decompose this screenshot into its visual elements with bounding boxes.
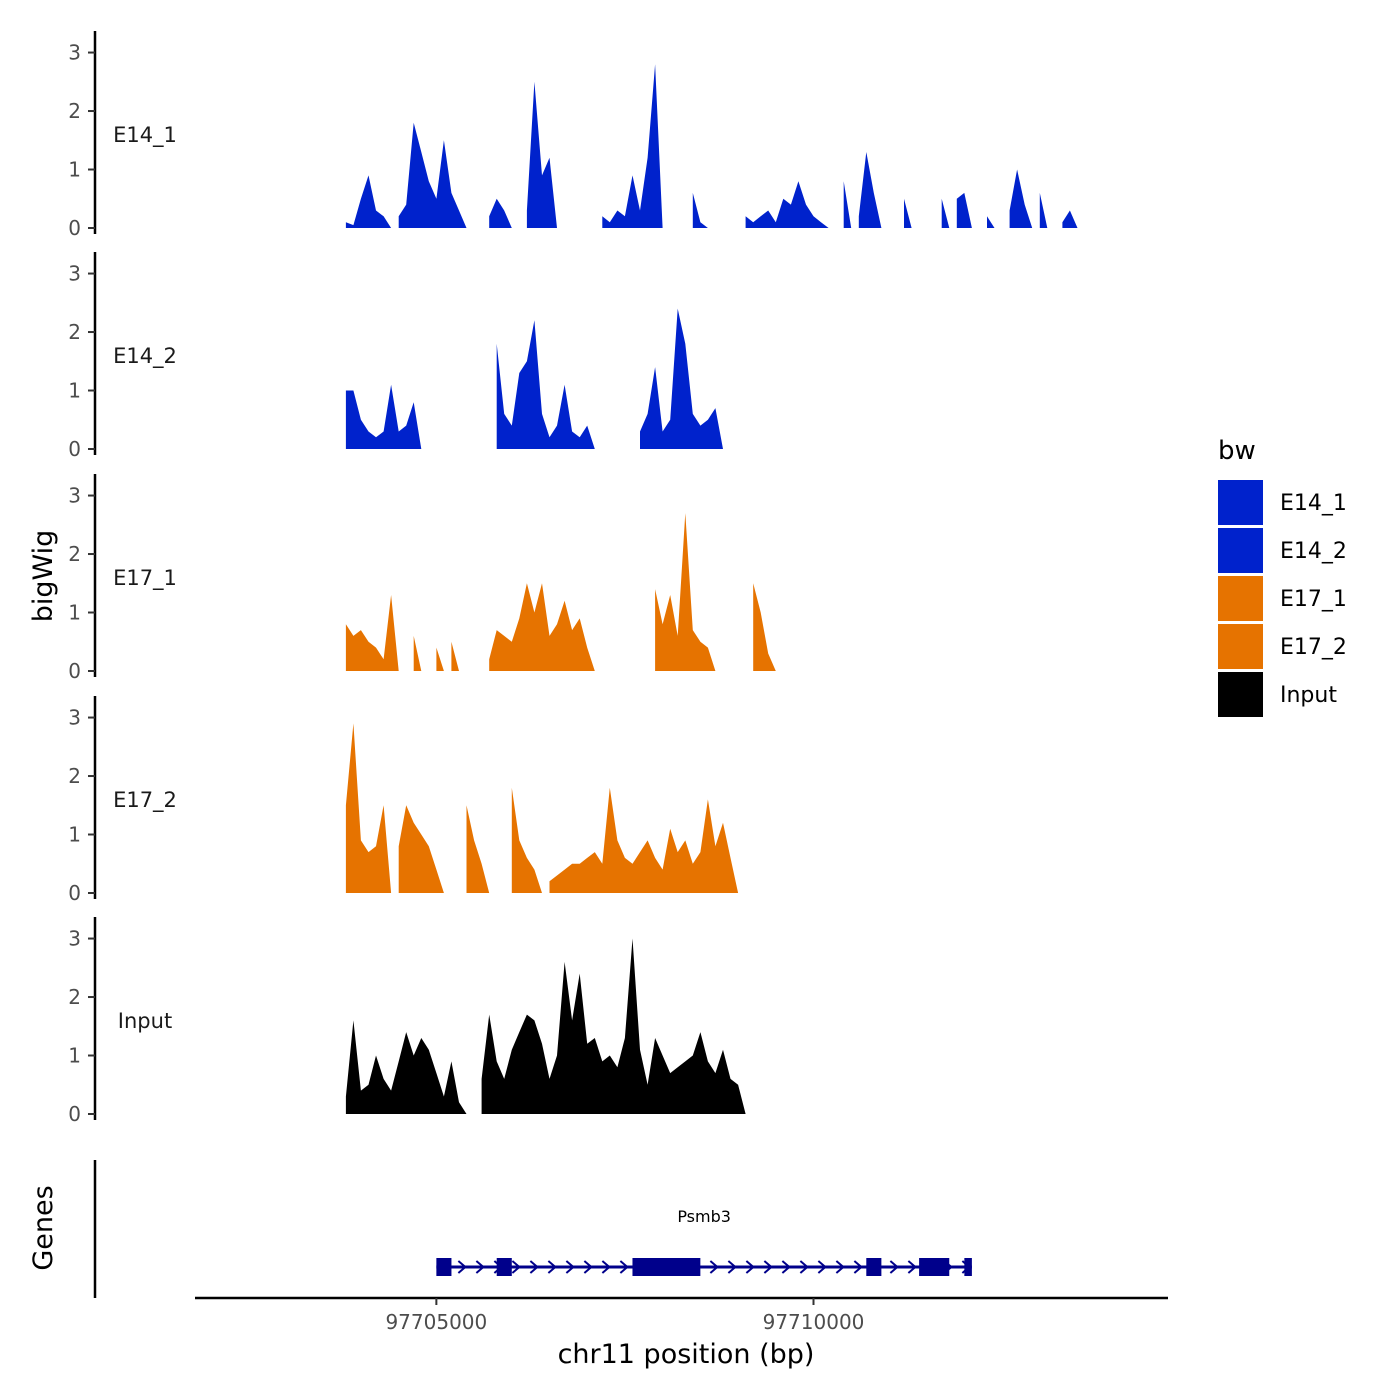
legend-swatch <box>1218 672 1263 717</box>
signal-area-e14-1 <box>345 64 1078 228</box>
strand-arrow <box>709 1260 719 1274</box>
x-tick-label: 97710000 <box>763 1310 865 1334</box>
y-tick-label: 2 <box>68 542 81 566</box>
track-e17-1: 0 1 2 3 E17_1 <box>68 474 776 683</box>
strand-arrow <box>583 1260 593 1274</box>
y-tick-label: 2 <box>68 764 81 788</box>
y-tick-label: 1 <box>68 379 81 403</box>
y-tick-label: 1 <box>68 823 81 847</box>
strand-arrow <box>565 1260 575 1274</box>
signal-area-e17-2 <box>345 723 739 893</box>
strand-arrow <box>835 1260 845 1274</box>
y-tick-label: 3 <box>68 262 81 286</box>
strand-arrow <box>745 1260 755 1274</box>
track-label: E17_2 <box>113 788 177 813</box>
x-tick-label: 97705000 <box>385 1310 487 1334</box>
y-tick-label: 2 <box>68 320 81 344</box>
strand-arrow <box>781 1260 791 1274</box>
strand-arrow <box>817 1260 827 1274</box>
y-tick-label: 2 <box>68 985 81 1009</box>
y-tick-label: 2 <box>68 99 81 123</box>
gene-panel: Psmb3 <box>93 1160 972 1298</box>
signal-area-e14-2 <box>345 308 723 449</box>
genes-axis-title: Genes <box>28 1185 59 1270</box>
track-e14-2: 0 1 2 3 E14_2 <box>68 252 723 461</box>
signal-area-input <box>345 938 746 1114</box>
legend-swatch <box>1218 576 1263 621</box>
legend-label: E14_1 <box>1280 491 1347 516</box>
gene-exon <box>964 1258 972 1276</box>
y-tick-label: 1 <box>68 1044 81 1068</box>
track-label: Input <box>118 1009 172 1033</box>
y-tick-label: 0 <box>68 437 81 461</box>
y-axis-title: bigWig <box>28 530 59 623</box>
strand-arrow <box>907 1260 917 1274</box>
strand-arrow <box>601 1260 611 1274</box>
strand-arrow <box>619 1260 629 1274</box>
track-e14-1: 0 1 2 3 E14_1 <box>68 31 1078 240</box>
track-input: 0 1 2 3 Input <box>68 917 746 1126</box>
y-tick-label: 0 <box>68 659 81 683</box>
track-label: E14_2 <box>113 344 177 369</box>
y-tick-label: 3 <box>68 706 81 730</box>
gene-exon <box>496 1258 512 1276</box>
gene-label: Psmb3 <box>677 1207 731 1226</box>
gene-exon <box>919 1258 950 1276</box>
strand-arrow <box>475 1260 485 1274</box>
strand-arrow <box>457 1260 467 1274</box>
legend-label: E17_2 <box>1280 635 1347 660</box>
legend-label: Input <box>1280 683 1337 708</box>
legend-swatch <box>1218 624 1263 669</box>
gene-exon <box>436 1258 452 1276</box>
y-tick-label: 0 <box>68 216 81 240</box>
y-tick-label: 3 <box>68 927 81 951</box>
strand-arrow <box>799 1260 809 1274</box>
signal-area-e17-1 <box>345 513 776 671</box>
track-label: E17_1 <box>113 566 177 591</box>
gene-exon <box>632 1258 701 1276</box>
legend-swatch <box>1218 480 1263 525</box>
y-tick-label: 3 <box>68 484 81 508</box>
strand-arrow <box>511 1260 521 1274</box>
track-e17-2: 0 1 2 3 E17_2 <box>68 696 739 905</box>
strand-arrow <box>763 1260 773 1274</box>
track-label: E14_1 <box>113 123 177 148</box>
y-tick-label: 0 <box>68 881 81 905</box>
x-axis-title: chr11 position (bp) <box>558 1339 815 1370</box>
legend-label: E17_1 <box>1280 587 1347 612</box>
y-tick-label: 1 <box>68 601 81 625</box>
legend-swatch <box>1218 528 1263 573</box>
strand-arrow <box>889 1260 899 1274</box>
x-axis: 97705000 97710000 <box>195 1296 1168 1334</box>
strand-arrow <box>727 1260 737 1274</box>
legend-title: bw <box>1218 436 1256 466</box>
gene-psmb3: Psmb3 <box>436 1207 972 1276</box>
strand-arrow <box>853 1260 863 1274</box>
gene-exon <box>866 1258 882 1276</box>
strand-arrow <box>547 1260 557 1274</box>
signal-tracks: 0 1 2 3 E14_1 0 1 2 3 E14_2 0 1 2 3 E17_1 0 1 2 3 E17_2 0 1 2 3… <box>68 31 1078 1126</box>
legend: bw E14_1 E14_2 E17_1 E17_2 Input <box>1218 436 1347 717</box>
y-tick-label: 3 <box>68 41 81 65</box>
strand-arrow <box>529 1260 539 1274</box>
y-tick-label: 1 <box>68 158 81 182</box>
y-tick-label: 0 <box>68 1102 81 1126</box>
legend-label: E14_2 <box>1280 539 1347 564</box>
